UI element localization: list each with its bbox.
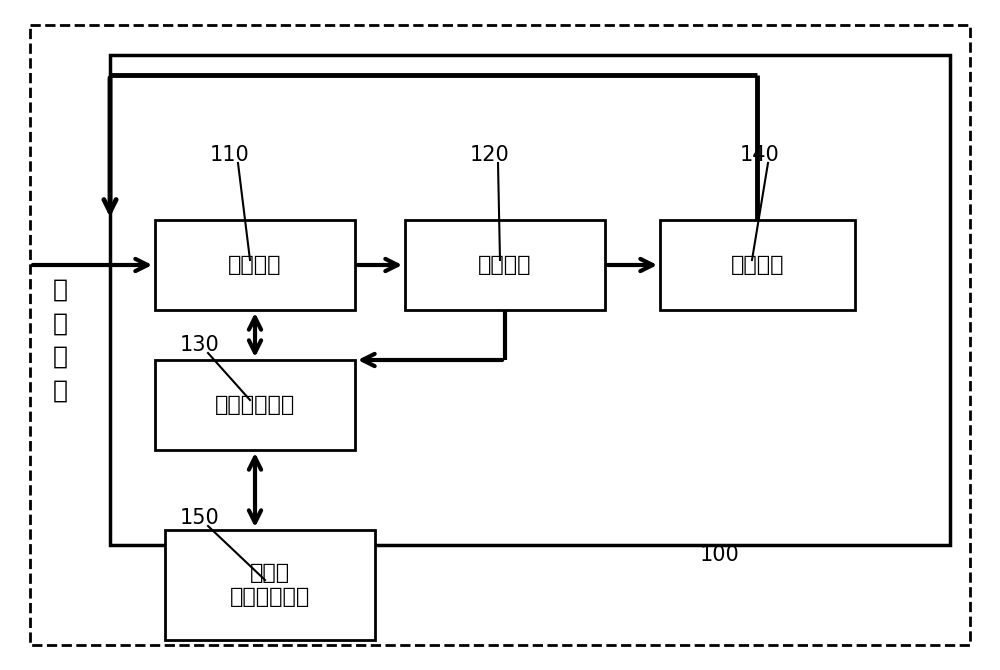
Bar (165, 530, 375, 640)
Text: 110: 110 (210, 145, 250, 165)
Text: 140: 140 (740, 145, 780, 165)
Text: 交
流
电
网: 交 流 电 网 (52, 278, 68, 402)
Bar (660, 220, 855, 310)
Bar (155, 360, 355, 450)
Text: 130: 130 (180, 335, 220, 355)
Bar (155, 220, 355, 310)
Text: 逻辑模块: 逻辑模块 (478, 255, 532, 275)
Text: 电力载波模块: 电力载波模块 (215, 395, 295, 415)
Text: 120: 120 (470, 145, 510, 165)
Text: 电源模块: 电源模块 (228, 255, 282, 275)
Bar (405, 220, 605, 310)
Text: 调配器
电力载波模块: 调配器 电力载波模块 (230, 563, 310, 606)
Text: 100: 100 (700, 545, 740, 565)
Text: 控制模块: 控制模块 (731, 255, 784, 275)
Text: 150: 150 (180, 508, 220, 528)
Bar (110, 55, 950, 545)
